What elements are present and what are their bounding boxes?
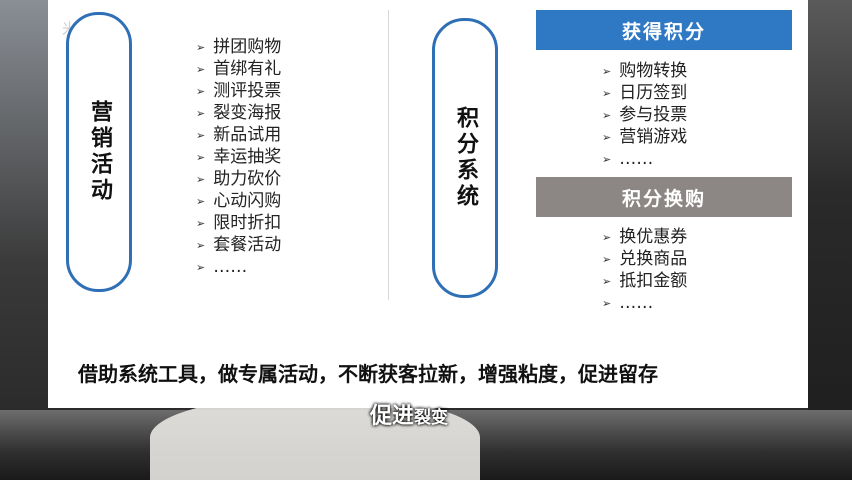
list-item: 套餐活动 [196, 234, 281, 256]
earn-points-list: 购物转换 日历签到 参与投票 营销游戏 …… [602, 60, 687, 170]
list-item: 购物转换 [602, 60, 687, 82]
list-item: 参与投票 [602, 104, 687, 126]
subtitle-small: 裂变 [414, 408, 449, 428]
list-item: 新品试用 [196, 124, 281, 146]
video-subtitle: 促进裂变 [370, 398, 448, 430]
points-system-pill: 积分系统 [432, 18, 498, 298]
earn-points-banner: 获得积分 [536, 10, 792, 50]
list-item: …… [602, 292, 687, 314]
list-item: 拼团购物 [196, 36, 281, 58]
list-item: 抵扣金额 [602, 270, 687, 292]
list-item: 营销游戏 [602, 126, 687, 148]
subtitle-main: 促进 [370, 404, 415, 429]
list-item: 助力砍价 [196, 168, 281, 190]
marketing-list: 拼团购物 首绑有礼 测评投票 裂变海报 新品试用 幸运抽奖 助力砍价 心动闪购 … [196, 36, 281, 278]
background-blob [150, 395, 480, 480]
list-item: 测评投票 [196, 80, 281, 102]
redeem-points-banner: 积分换购 [536, 177, 792, 217]
list-item: 心动闪购 [196, 190, 281, 212]
points-system-title: 积分系统 [453, 106, 478, 210]
list-item: 日历签到 [602, 82, 687, 104]
list-item: 限时折扣 [196, 212, 281, 234]
list-item: 裂变海报 [196, 102, 281, 124]
list-item: …… [602, 148, 687, 170]
background-right [808, 0, 852, 480]
divider [388, 10, 389, 300]
background-left [0, 0, 48, 480]
slogan: 借助系统工具，做专属活动，不断获客拉新，增强粘度，促进留存 [78, 362, 658, 386]
list-item: 兑换商品 [602, 248, 687, 270]
marketing-activities-title: 营销活动 [87, 100, 112, 204]
marketing-activities-pill: 营销活动 [66, 12, 132, 292]
list-item: …… [196, 256, 281, 278]
redeem-points-list: 换优惠券 兑换商品 抵扣金额 …… [602, 226, 687, 314]
list-item: 首绑有礼 [196, 58, 281, 80]
list-item: 幸运抽奖 [196, 146, 281, 168]
slide: 米... 营销活动 拼团购物 首绑有礼 测评投票 裂变海报 新品试用 幸运抽奖 … [48, 0, 808, 408]
list-item: 换优惠券 [602, 226, 687, 248]
